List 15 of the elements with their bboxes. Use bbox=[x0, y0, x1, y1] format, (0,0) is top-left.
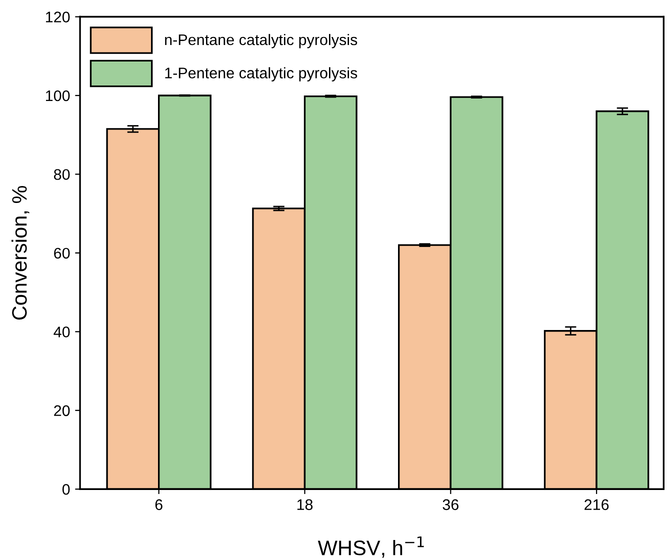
y-tick-label: 120 bbox=[46, 12, 70, 22]
x-tick-label: 18 bbox=[297, 499, 313, 510]
legend-label: 1-Pentene catalytic pyrolysis bbox=[165, 67, 358, 82]
y-tick-label: 60 bbox=[54, 248, 70, 259]
y-tick-label: 0 bbox=[62, 484, 70, 495]
y-tick-label: 20 bbox=[54, 405, 70, 416]
x-tick-label: 216 bbox=[584, 499, 609, 510]
y-tick-label: 80 bbox=[54, 169, 70, 180]
x-tick-label: 6 bbox=[155, 499, 162, 510]
y-axis-title: Conversion, % bbox=[12, 186, 30, 320]
y-tick-label: 40 bbox=[54, 326, 70, 338]
x-tick-label: 36 bbox=[442, 499, 458, 510]
legend-label: n-Pentane catalytic pyrolysis bbox=[165, 34, 358, 48]
y-tick-label: 100 bbox=[46, 90, 70, 102]
x-axis-title: WHSV, h$^{−1}$ bbox=[318, 536, 424, 558]
